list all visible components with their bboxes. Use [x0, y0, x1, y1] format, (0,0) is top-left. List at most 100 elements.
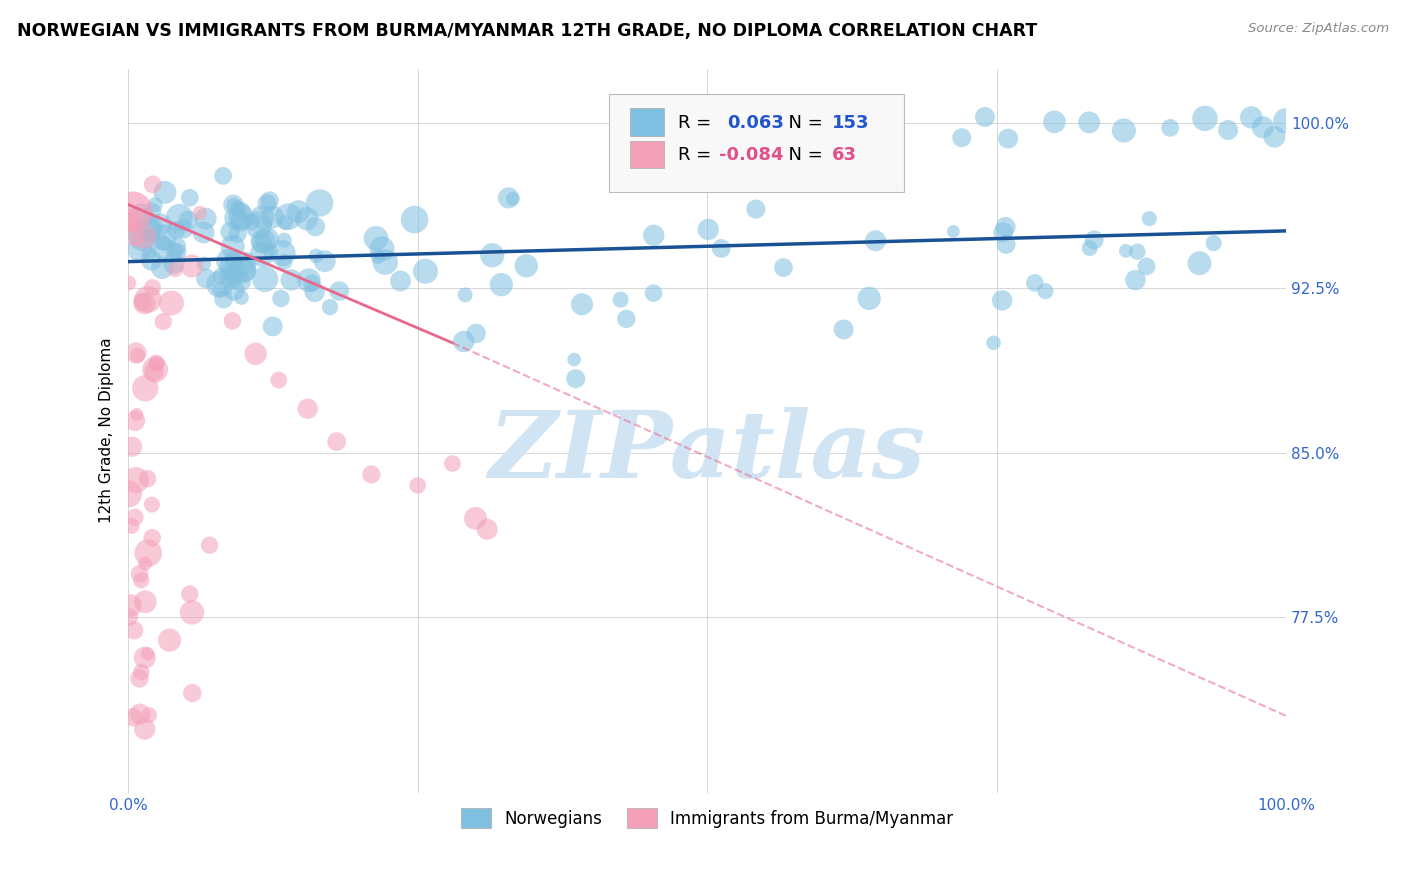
- Point: [221, 260, 243, 274]
- Point: [198, 538, 221, 552]
- Point: [122, 624, 145, 638]
- Point: [117, 487, 139, 501]
- Point: [138, 708, 160, 723]
- Point: [273, 233, 295, 247]
- Point: [139, 223, 162, 237]
- Point: [166, 239, 188, 253]
- Point: [562, 352, 585, 367]
- Point: [229, 214, 252, 228]
- Point: [415, 264, 437, 278]
- Point: [1137, 211, 1160, 226]
- Point: [142, 364, 165, 378]
- Point: [129, 574, 152, 588]
- Point: [193, 226, 215, 240]
- Point: [141, 531, 163, 545]
- Point: [120, 599, 142, 613]
- Point: [163, 256, 186, 270]
- Point: [136, 546, 159, 560]
- Point: [1135, 260, 1157, 274]
- Point: [127, 348, 149, 362]
- Point: [374, 255, 396, 269]
- Point: [240, 215, 263, 229]
- Point: [128, 243, 150, 257]
- Point: [304, 285, 326, 299]
- Point: [1202, 236, 1225, 251]
- Point: [141, 204, 163, 219]
- Point: [124, 510, 146, 524]
- Point: [262, 319, 284, 334]
- Point: [983, 335, 1005, 350]
- Point: [1188, 256, 1211, 270]
- Point: [328, 284, 350, 298]
- Point: [181, 259, 204, 273]
- Point: [1240, 111, 1263, 125]
- FancyBboxPatch shape: [609, 94, 904, 192]
- Point: [145, 356, 167, 370]
- Point: [145, 357, 167, 371]
- Point: [250, 235, 273, 250]
- Point: [118, 610, 141, 624]
- Bar: [630, 141, 664, 169]
- Point: [502, 192, 524, 206]
- Point: [314, 254, 336, 268]
- Point: [697, 222, 720, 236]
- Point: [124, 414, 146, 428]
- Point: [865, 234, 887, 248]
- Text: ZIPatlas: ZIPatlas: [489, 408, 925, 498]
- Point: [997, 131, 1019, 145]
- Point: [823, 121, 845, 136]
- Point: [614, 311, 637, 326]
- Point: [273, 255, 295, 269]
- Point: [491, 277, 513, 292]
- Point: [454, 288, 477, 302]
- Point: [152, 235, 174, 250]
- Point: [150, 260, 173, 275]
- Point: [136, 647, 159, 661]
- Point: [453, 334, 475, 349]
- Point: [181, 686, 204, 700]
- Point: [950, 130, 973, 145]
- Point: [772, 260, 794, 275]
- Point: [498, 191, 520, 205]
- Point: [464, 511, 486, 525]
- Point: [181, 606, 204, 620]
- Point: [1263, 129, 1285, 144]
- Point: [143, 362, 166, 376]
- Point: [212, 169, 235, 183]
- Point: [179, 191, 201, 205]
- Point: [222, 283, 245, 297]
- Point: [131, 665, 153, 679]
- Point: [942, 225, 965, 239]
- Y-axis label: 12th Grade, No Diploma: 12th Grade, No Diploma: [100, 338, 114, 524]
- Point: [165, 223, 187, 237]
- Point: [245, 347, 267, 361]
- Point: [222, 252, 245, 267]
- Point: [277, 210, 299, 224]
- Point: [406, 478, 429, 492]
- Point: [141, 253, 163, 268]
- Point: [212, 292, 235, 306]
- Point: [267, 373, 290, 387]
- Point: [221, 269, 243, 284]
- Point: [308, 196, 330, 211]
- Point: [993, 225, 1015, 239]
- Point: [882, 125, 904, 139]
- Point: [222, 197, 245, 211]
- Point: [129, 208, 152, 222]
- Point: [1251, 120, 1274, 135]
- Point: [995, 237, 1018, 252]
- Point: [247, 218, 270, 232]
- Point: [1043, 115, 1066, 129]
- Point: [475, 522, 498, 536]
- Text: N =: N =: [776, 146, 828, 164]
- Point: [270, 292, 292, 306]
- Point: [229, 274, 252, 288]
- Point: [141, 280, 163, 294]
- Point: [125, 473, 148, 487]
- Point: [121, 226, 143, 240]
- Point: [564, 371, 586, 385]
- Point: [233, 263, 256, 277]
- Point: [389, 274, 412, 288]
- Point: [152, 230, 174, 244]
- Point: [143, 198, 166, 212]
